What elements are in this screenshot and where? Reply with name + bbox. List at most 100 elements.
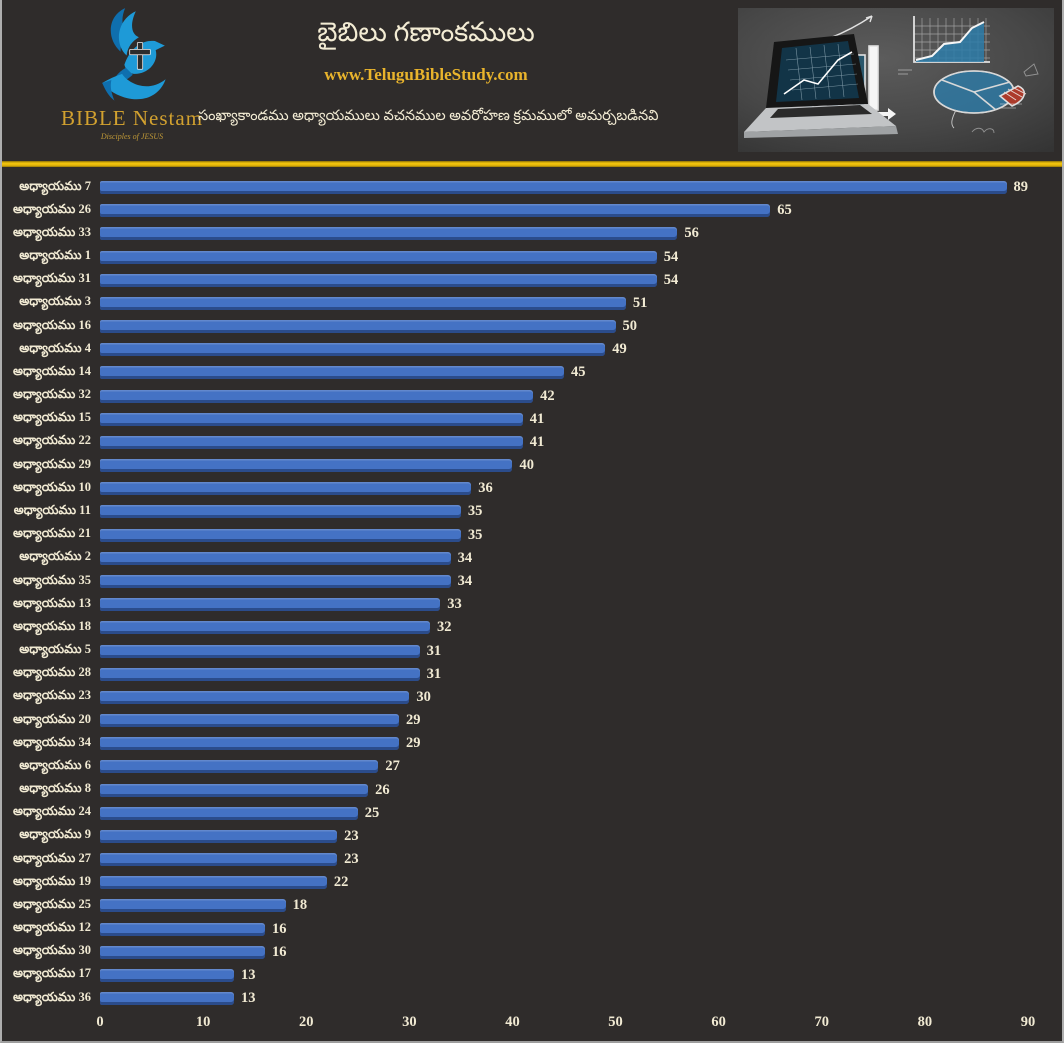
value-label: 16: [271, 920, 287, 937]
value-label: 34: [457, 573, 473, 589]
bar-row: అధ్యాయము 23 30: [13, 686, 1028, 709]
category-label: అధ్యాయము 3: [19, 294, 91, 309]
bar: [100, 992, 235, 1006]
bar: [100, 551, 451, 565]
brand-name: BIBLE Nestam: [60, 106, 204, 130]
category-label: అధ్యాయము 17: [13, 966, 91, 981]
category-label: అధ్యాయము 30: [13, 943, 91, 958]
category-label: అధ్యాయము 9: [19, 827, 91, 842]
bar-row: అధ్యాయము 30 16: [13, 941, 1028, 964]
bar-row: అధ్యాయము 7 89: [19, 176, 1029, 199]
bar: [100, 690, 410, 704]
bar-row: అధ్యాయము 22 41: [13, 431, 1028, 454]
x-tick-label: 0: [96, 1014, 104, 1030]
bar-row: అధ్యాయము 6 27: [19, 755, 1028, 778]
bar: [100, 412, 523, 426]
category-label: అధ్యాయము 24: [13, 804, 91, 819]
bar: [100, 737, 400, 751]
bar-row: అధ్యాయము 32 42: [13, 385, 1028, 408]
category-label: అధ్యాయము 7: [19, 178, 91, 193]
value-label: 45: [571, 364, 586, 381]
category-label: అధ్యాయము 2: [19, 549, 91, 564]
bar: [100, 505, 461, 519]
bar: [100, 968, 235, 982]
bar-row: అధ్యాయము 35 34: [13, 570, 1028, 593]
bar-row: అధ్యాయము 34 29: [13, 732, 1028, 755]
value-label: 23: [344, 851, 359, 868]
dove-logo-icon: [102, 8, 166, 101]
bar: [100, 366, 564, 380]
category-label: అధ్యాయము 25: [13, 896, 91, 911]
value-label: 29: [406, 735, 421, 752]
bar: [100, 945, 265, 959]
bar-row: అధ్యాయము 21 35: [13, 524, 1028, 547]
category-label: అధ్యాయము 27: [13, 850, 91, 865]
laptop: [744, 34, 898, 138]
bar: [100, 714, 400, 728]
value-label: 23: [344, 827, 359, 844]
logo: BIBLE Nestam Disciples of JESUS: [44, 2, 220, 141]
bar-row: అధ్యాయము 1 54: [19, 246, 1028, 269]
category-label: అధ్యాయము 29: [13, 456, 91, 471]
x-tick-label: 30: [402, 1014, 417, 1030]
bar-row: అధ్యాయము 33 56: [13, 222, 1028, 245]
value-label: 41: [529, 410, 545, 427]
bar: [100, 806, 358, 820]
chalk-pie-chart: [933, 70, 1027, 129]
bar-row: అధ్యాయము 31 54: [13, 269, 1028, 292]
category-label: అధ్యాయము 26: [13, 201, 91, 216]
value-label: 50: [622, 318, 638, 335]
category-label: అధ్యాయము 16: [13, 317, 91, 332]
bar-row: అధ్యాయము 4 49: [19, 338, 1028, 361]
category-label: అధ్యాయము 28: [13, 665, 91, 680]
value-label: 35: [467, 526, 483, 543]
bar: [100, 528, 461, 542]
bar-row: అధ్యాయము 28 31: [13, 663, 1028, 686]
value-label: 65: [777, 202, 792, 219]
header: BIBLE Nestam Disciples of JESUS బైబిలు గ…: [2, 0, 1062, 161]
bar: [100, 853, 338, 867]
value-label: 40: [519, 457, 534, 474]
bar: [100, 343, 606, 357]
bar: [100, 435, 523, 449]
value-label: 27: [385, 758, 400, 775]
value-label: 31: [426, 642, 442, 659]
chalk-line-chart: [913, 16, 990, 63]
category-label: అధ్యాయము 12: [13, 920, 91, 935]
bar: [100, 181, 1007, 195]
bar: [100, 389, 534, 403]
category-label: అధ్యాయము 15: [13, 410, 91, 425]
category-label: అధ్యాయము 1: [19, 248, 91, 263]
x-tick-label: 90: [1020, 1014, 1036, 1030]
bar: [100, 899, 286, 913]
bar-row: అధ్యాయము 12 16: [13, 918, 1028, 941]
category-label: అధ్యాయము 4: [19, 340, 91, 355]
bar-row: అధ్యాయము 19 22: [13, 871, 1028, 894]
bar-row: అధ్యాయము 26 65: [13, 199, 1028, 222]
bar: [100, 922, 265, 936]
bar: [100, 227, 678, 241]
bar-row: అధ్యాయము 11 35: [14, 500, 1028, 523]
bar-row: అధ్యాయము 14 45: [13, 361, 1028, 384]
category-label: అధ్యాయము 34: [13, 734, 91, 749]
category-label: అధ్యాయము 20: [13, 711, 91, 726]
chart-subtitle: సంఖ్యాకాండము అధ్యాయములు వచనముల అవరోహణ క్…: [198, 108, 659, 124]
bar: [100, 482, 472, 496]
value-label: 89: [1013, 179, 1029, 196]
value-label: 13: [241, 966, 256, 983]
value-label: 26: [375, 781, 390, 798]
category-label: అధ్యాయము 31: [13, 271, 91, 286]
bar: [100, 598, 441, 612]
category-label: అధ్యాయము 19: [13, 873, 91, 888]
category-label: అధ్యాయము 36: [13, 989, 91, 1004]
value-label: 30: [416, 688, 431, 705]
x-tick-label: 70: [814, 1014, 830, 1030]
value-label: 32: [436, 619, 452, 636]
x-tick-label: 80: [917, 1014, 933, 1030]
bar: [100, 876, 327, 890]
bar: [100, 783, 369, 797]
value-label: 51: [632, 294, 648, 311]
bar-row: అధ్యాయము 27 23: [13, 848, 1028, 871]
bar: [100, 760, 379, 774]
value-label: 34: [457, 549, 473, 566]
